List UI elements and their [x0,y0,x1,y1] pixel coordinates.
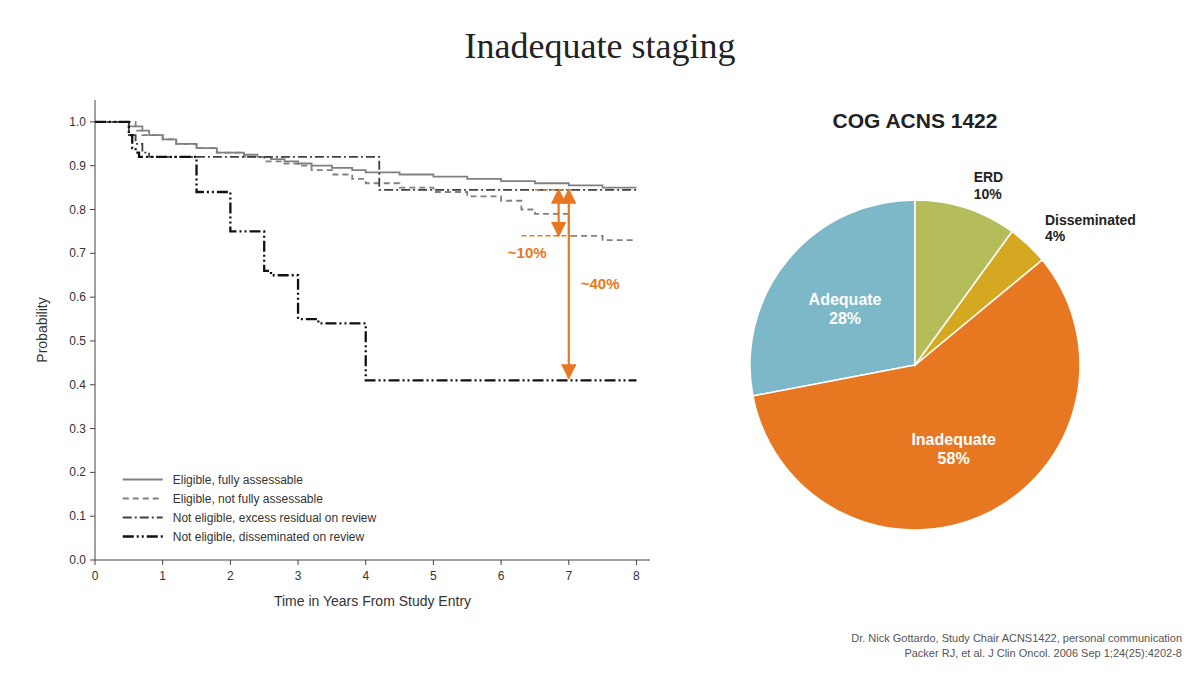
km-curve [95,122,636,188]
x-tick [501,560,502,565]
y-tick [90,428,95,429]
pie-label: Disseminated4% [1045,212,1136,245]
legend-swatch [123,479,163,481]
y-axis-line [95,100,96,560]
x-tick-label: 7 [565,569,572,583]
x-tick [95,560,96,565]
y-tick [90,472,95,473]
y-tick [90,209,95,210]
x-axis-label: Time in Years From Study Entry [274,593,471,609]
x-tick [636,560,637,565]
legend-label: Eligible, fully assessable [173,473,303,487]
pie-label: Inadequate 58% [911,431,996,467]
legend-swatch [123,498,163,500]
km-plot: 0 1 2 3 4 5 6 7 8 0.0 0.1 0.2 0.3 0.4 0.5 0.6 0.7 0.8 0.9 1… [34,100,650,609]
y-tick [90,340,95,341]
pie-label-value: 10% [974,186,1003,202]
legend-swatch [123,517,163,519]
x-tick [230,560,231,565]
pie-title: COG ACNS 1422 [833,109,998,132]
x-tick-label: 6 [498,569,505,583]
y-tick-label: 0.3 [69,422,86,436]
y-tick-label: 1.0 [69,115,86,129]
pie-label-category: Adequate [809,291,882,308]
y-tick-label: 0.5 [69,334,86,348]
y-tick [90,121,95,122]
annotation-label: ~40% [581,275,620,292]
y-tick-label: 0.4 [69,378,86,392]
pie-label-value: 28% [829,310,861,327]
legend-label: Not eligible, disseminated on review [173,530,365,544]
x-tick-label: 5 [430,569,437,583]
x-tick-label: 8 [633,569,640,583]
y-tick [90,516,95,517]
chart-title: Inadequate staging [465,26,736,66]
x-tick [433,560,434,565]
y-tick [90,384,95,385]
pie-label: ERD10% [974,169,1004,202]
y-tick-label: 0.8 [69,203,86,217]
caption-line: Dr. Nick Gottardo, Study Chair ACNS1422,… [851,632,1182,644]
pie-slice [750,200,915,396]
x-tick [162,560,163,565]
caption-line: Packer RJ, et al. J Clin Oncol. 2006 Sep… [904,647,1182,659]
x-axis-line [95,560,650,561]
x-tick [568,560,569,565]
x-tick-label: 0 [92,569,99,583]
pie-labels: Adequate 28% Inadequate 58% Disseminated4% ER… [809,169,1136,466]
legend-label: Eligible, not fully assessable [173,492,323,506]
pie-label-value: 4% [1045,228,1066,244]
legend-swatch [123,535,163,537]
pie-label: Adequate 28% [809,291,882,327]
y-tick-label: 0.1 [69,509,86,523]
pie-label-category: ERD [974,169,1004,185]
y-tick [90,165,95,166]
caption: Dr. Nick Gottardo, Study Chair ACNS1422,… [851,632,1182,659]
annotation-arrow [568,190,570,378]
y-tick [90,560,95,561]
y-tick-label: 0.9 [69,159,86,173]
y-tick-label: 0.0 [69,553,86,567]
y-tick-label: 0.7 [69,246,86,260]
legend: Eligible, fully assessable Eligible, not … [123,473,377,544]
x-tick-label: 4 [362,569,369,583]
pie: COG ACNS 1422 [750,109,1080,530]
y-axis-label: Probability [34,297,50,362]
y-tick-label: 0.2 [69,465,86,479]
y-tick-label: 0.6 [69,290,86,304]
pie-slice [915,200,1012,365]
annotation-arrow [558,190,560,236]
y-tick [90,297,95,298]
x-tick-label: 2 [227,569,234,583]
x-tick [365,560,366,565]
x-tick-label: 1 [159,569,166,583]
pie-label-category: Disseminated [1045,212,1136,228]
y-tick [90,253,95,254]
curves [95,122,636,380]
km-curve [95,122,636,240]
chart-canvas: Inadequate staging0123456780.00.10.20.30… [0,0,1200,675]
x-tick-label: 3 [295,569,302,583]
x-tick [298,560,299,565]
km-curve [95,122,636,380]
reference-line [521,235,575,237]
legend-label: Not eligible, excess residual on review [173,511,377,525]
page: {"chart_data": [ {"type": "step", "title… [0,0,1200,675]
pie-label-value: 58% [938,450,970,467]
pie-label-category: Inadequate [911,431,996,448]
annotation-label: ~10% [508,244,547,261]
